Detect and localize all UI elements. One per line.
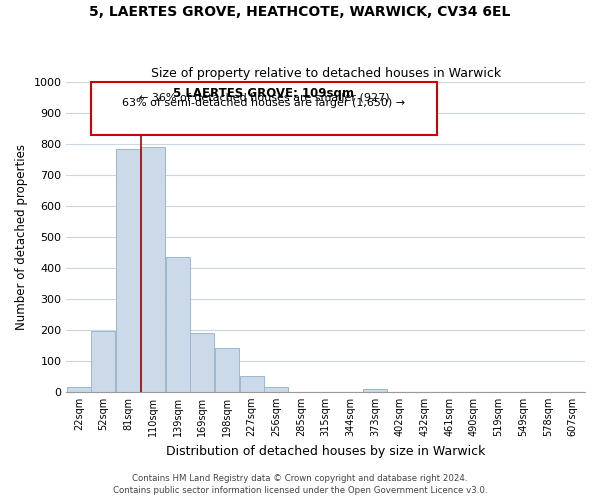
Bar — [363, 388, 387, 392]
Bar — [91, 332, 115, 392]
Bar — [239, 376, 263, 392]
Title: Size of property relative to detached houses in Warwick: Size of property relative to detached ho… — [151, 66, 501, 80]
Text: ← 36% of detached houses are smaller (927): ← 36% of detached houses are smaller (92… — [139, 93, 389, 103]
Bar — [265, 387, 288, 392]
Bar — [67, 387, 91, 392]
Text: 63% of semi-detached houses are larger (1,650) →: 63% of semi-detached houses are larger (… — [122, 98, 406, 108]
Text: 5 LAERTES GROVE: 109sqm: 5 LAERTES GROVE: 109sqm — [173, 86, 355, 100]
Bar — [215, 348, 239, 392]
Bar — [190, 333, 214, 392]
Text: 5, LAERTES GROVE, HEATHCOTE, WARWICK, CV34 6EL: 5, LAERTES GROVE, HEATHCOTE, WARWICK, CV… — [89, 5, 511, 19]
Bar — [166, 257, 190, 392]
Bar — [141, 147, 165, 392]
X-axis label: Distribution of detached houses by size in Warwick: Distribution of detached houses by size … — [166, 444, 485, 458]
Bar — [116, 148, 140, 392]
FancyBboxPatch shape — [91, 82, 437, 134]
Y-axis label: Number of detached properties: Number of detached properties — [15, 144, 28, 330]
Text: Contains HM Land Registry data © Crown copyright and database right 2024.
Contai: Contains HM Land Registry data © Crown c… — [113, 474, 487, 495]
